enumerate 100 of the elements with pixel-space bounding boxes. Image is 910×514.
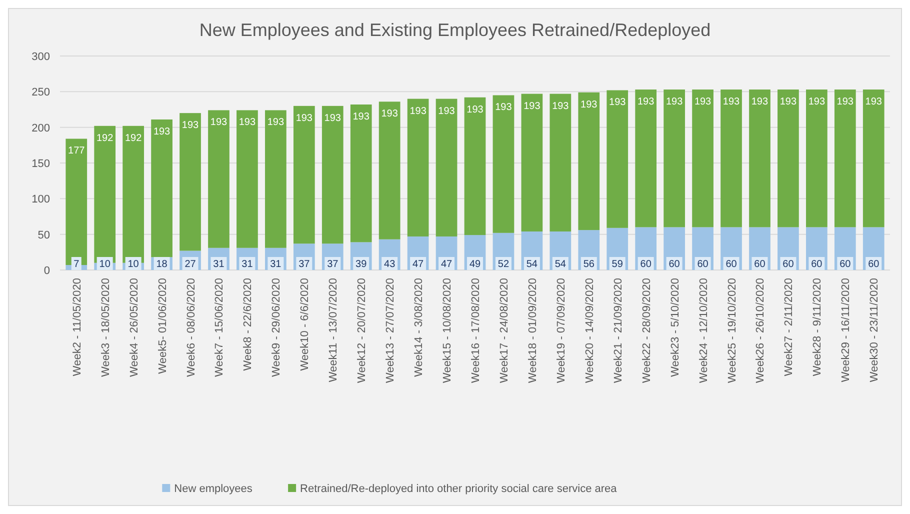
data-label: 47	[440, 259, 453, 270]
x-tick-label: Week26 - 26/10/2020	[754, 278, 767, 383]
bar	[378, 102, 400, 240]
data-label: 193	[466, 104, 484, 116]
data-label: 31	[270, 259, 282, 270]
data-label: 193	[666, 96, 684, 108]
bar	[436, 98, 458, 236]
data-label: 193	[580, 99, 598, 110]
x-tick-label: Week16 - 17/08/2020	[470, 278, 482, 383]
y-tick-label: 150	[32, 158, 50, 170]
bar	[749, 90, 770, 228]
bar	[550, 94, 572, 232]
bar	[265, 110, 286, 248]
data-label: 54	[554, 259, 566, 270]
data-label: 60	[640, 259, 652, 270]
bar	[862, 90, 884, 228]
data-label: 47	[412, 259, 424, 270]
data-label: 10	[99, 259, 111, 270]
data-label: 10	[128, 259, 140, 270]
bar	[521, 94, 543, 232]
data-label: 193	[438, 106, 456, 117]
bar	[208, 110, 230, 248]
data-label: 39	[356, 259, 368, 270]
data-label: 37	[327, 259, 339, 270]
data-label: 60	[697, 259, 709, 270]
bar	[66, 138, 88, 266]
x-tick-label: Week6 - 08/06/2020	[185, 278, 198, 377]
x-tick-label: Week13 - 27/07/2020	[384, 278, 397, 383]
x-tick-label: Week17 - 24/08/2020	[498, 278, 510, 383]
data-label: 193	[751, 96, 769, 108]
x-tick-label: Week11 - 13/07/2020	[328, 278, 340, 382]
data-label: 59	[612, 259, 624, 270]
x-tick-label: Week27 - 2/11/2020	[783, 278, 796, 376]
y-tick-label: 0	[44, 265, 50, 277]
data-label: 31	[242, 259, 254, 270]
bar	[322, 106, 344, 244]
data-label: 54	[526, 259, 538, 270]
x-tick-label: Week24 - 12/10/2020	[698, 278, 710, 383]
data-label: 193	[694, 96, 712, 108]
data-label: 192	[124, 132, 142, 144]
data-label: 193	[552, 100, 570, 112]
data-label: 193	[210, 117, 228, 128]
x-tick-label: Week12 - 20/07/2020	[356, 278, 368, 383]
data-label: 193	[609, 97, 626, 108]
x-tick-label: Week4 - 26/05/2020	[128, 278, 140, 377]
x-tick-label: Week22 - 28/09/2020	[640, 278, 653, 383]
data-label: 193	[780, 96, 797, 108]
bar	[492, 95, 514, 233]
data-label: 27	[184, 259, 196, 270]
bar	[293, 106, 315, 244]
data-label: 37	[298, 259, 310, 270]
y-tick-label: 100	[32, 194, 50, 206]
data-label: 43	[384, 259, 396, 270]
x-tick-label: Week18 - 01/09/2020	[526, 278, 539, 383]
data-label: 60	[868, 259, 880, 270]
data-label: 60	[754, 259, 766, 270]
legend-label: Retrained/Re-deployed into other priority social care service area	[300, 483, 618, 495]
chart-title: New Employees and Existing Employees Retrained/Redeployed	[199, 20, 711, 40]
data-label: 193	[296, 112, 313, 124]
x-tick-label: Week15 - 10/08/2020	[442, 278, 454, 383]
x-tick-label: Week7 - 15/06/2020	[214, 278, 226, 377]
data-label: 193	[381, 108, 398, 120]
y-tick-label: 200	[32, 122, 50, 134]
data-label: 31	[213, 259, 225, 270]
data-label: 193	[524, 100, 541, 112]
data-label: 56	[583, 259, 595, 270]
data-label: 52	[498, 259, 510, 270]
data-label: 193	[495, 102, 512, 114]
data-label: 60	[782, 259, 794, 270]
bar	[778, 90, 799, 228]
data-label: 193	[238, 117, 256, 128]
data-label: 193	[836, 96, 854, 108]
bar	[180, 113, 201, 251]
data-label: 193	[637, 96, 655, 108]
x-tick-label: Week23 - 5/10/2020	[669, 278, 682, 377]
data-label: 49	[469, 259, 481, 270]
data-label: 60	[726, 259, 738, 270]
data-label: 193	[410, 106, 427, 117]
data-label: 60	[668, 259, 680, 270]
x-tick-label: Week30 - 23/11/2020	[868, 278, 881, 382]
bar	[806, 90, 828, 228]
x-tick-label: Week25 - 19/10/2020	[726, 278, 738, 383]
x-tick-label: Week21 - 21/09/2020	[612, 278, 624, 383]
data-label: 193	[352, 112, 370, 123]
data-label: 193	[808, 96, 826, 108]
bar	[606, 90, 628, 228]
x-tick-label: Week2 - 11/05/2020	[71, 278, 84, 376]
data-label: 193	[267, 117, 284, 128]
x-tick-label: Week10 - 6/6/2020	[299, 278, 312, 371]
data-label: 18	[156, 259, 168, 270]
legend-label: New employees	[174, 483, 253, 495]
data-label: 60	[811, 259, 823, 270]
x-tick-label: Week5- 01/06/2020	[156, 278, 169, 374]
x-tick-label: Week3 - 18/05/2020	[100, 278, 112, 377]
bar	[578, 92, 600, 230]
bar	[350, 104, 372, 242]
bar	[464, 97, 486, 236]
data-label: 193	[722, 96, 740, 108]
bar	[720, 90, 742, 228]
x-tick-label: Week8 - 22/6/2020	[242, 278, 254, 371]
